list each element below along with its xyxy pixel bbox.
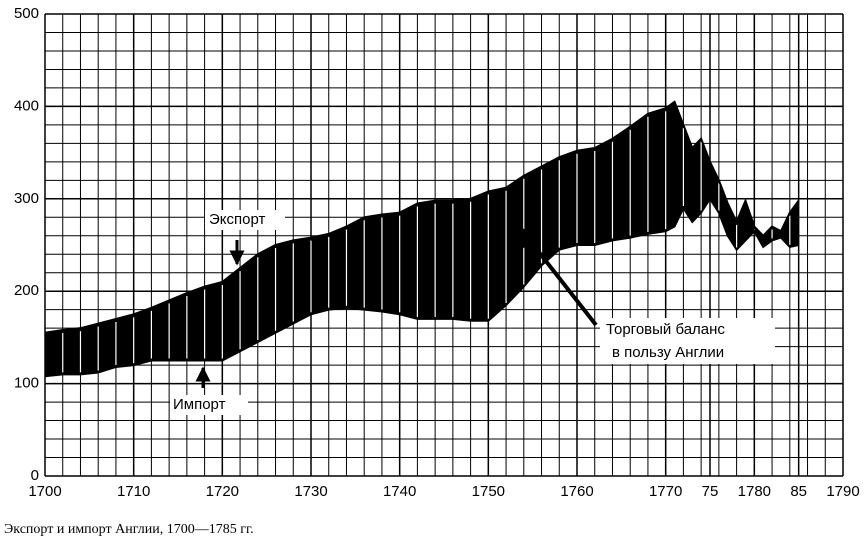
x-tick-label: 1700 — [28, 483, 61, 500]
import-label: Импорт — [173, 396, 226, 413]
x-tick-label: 1720 — [206, 483, 239, 500]
export-label: Экспорт — [209, 211, 265, 228]
y-tick-label: 300 — [14, 190, 39, 207]
series-line — [44, 196, 799, 378]
x-tick-label: 1740 — [383, 483, 416, 500]
x-tick-label: 1750 — [472, 483, 505, 500]
balance-area — [45, 101, 799, 377]
label-bg — [170, 395, 248, 415]
annotations: Экспорт Импорт Торговый баланс в пользу … — [170, 210, 775, 415]
series-line — [44, 100, 800, 334]
caption: Экспорт и импорт Англии, 1700—1785 гг. — [4, 522, 254, 537]
arrow — [518, 226, 598, 327]
y-tick-label: 0 — [31, 467, 39, 484]
y-tick-label: 200 — [14, 282, 39, 299]
label-bg — [600, 318, 775, 364]
y-tick-label: 500 — [14, 5, 39, 22]
plot — [44, 100, 800, 378]
x-tick-label: 1710 — [117, 483, 150, 500]
x-tick-label: 75 — [702, 483, 719, 500]
x-tick-label: 1760 — [560, 483, 593, 500]
x-tick-label: 1780 — [738, 483, 771, 500]
x-tick-label: 1770 — [649, 483, 682, 500]
x-tick-label: 85 — [790, 483, 807, 500]
x-tick-label: 1790 — [826, 483, 859, 500]
annotation: в пользу Англии — [612, 344, 724, 361]
label-bg — [205, 210, 285, 230]
y-tick-label: 100 — [14, 375, 39, 392]
y-tick-label: 400 — [14, 97, 39, 114]
x-tick-label: 1730 — [294, 483, 327, 500]
annotation: Торговый баланс — [606, 321, 725, 338]
